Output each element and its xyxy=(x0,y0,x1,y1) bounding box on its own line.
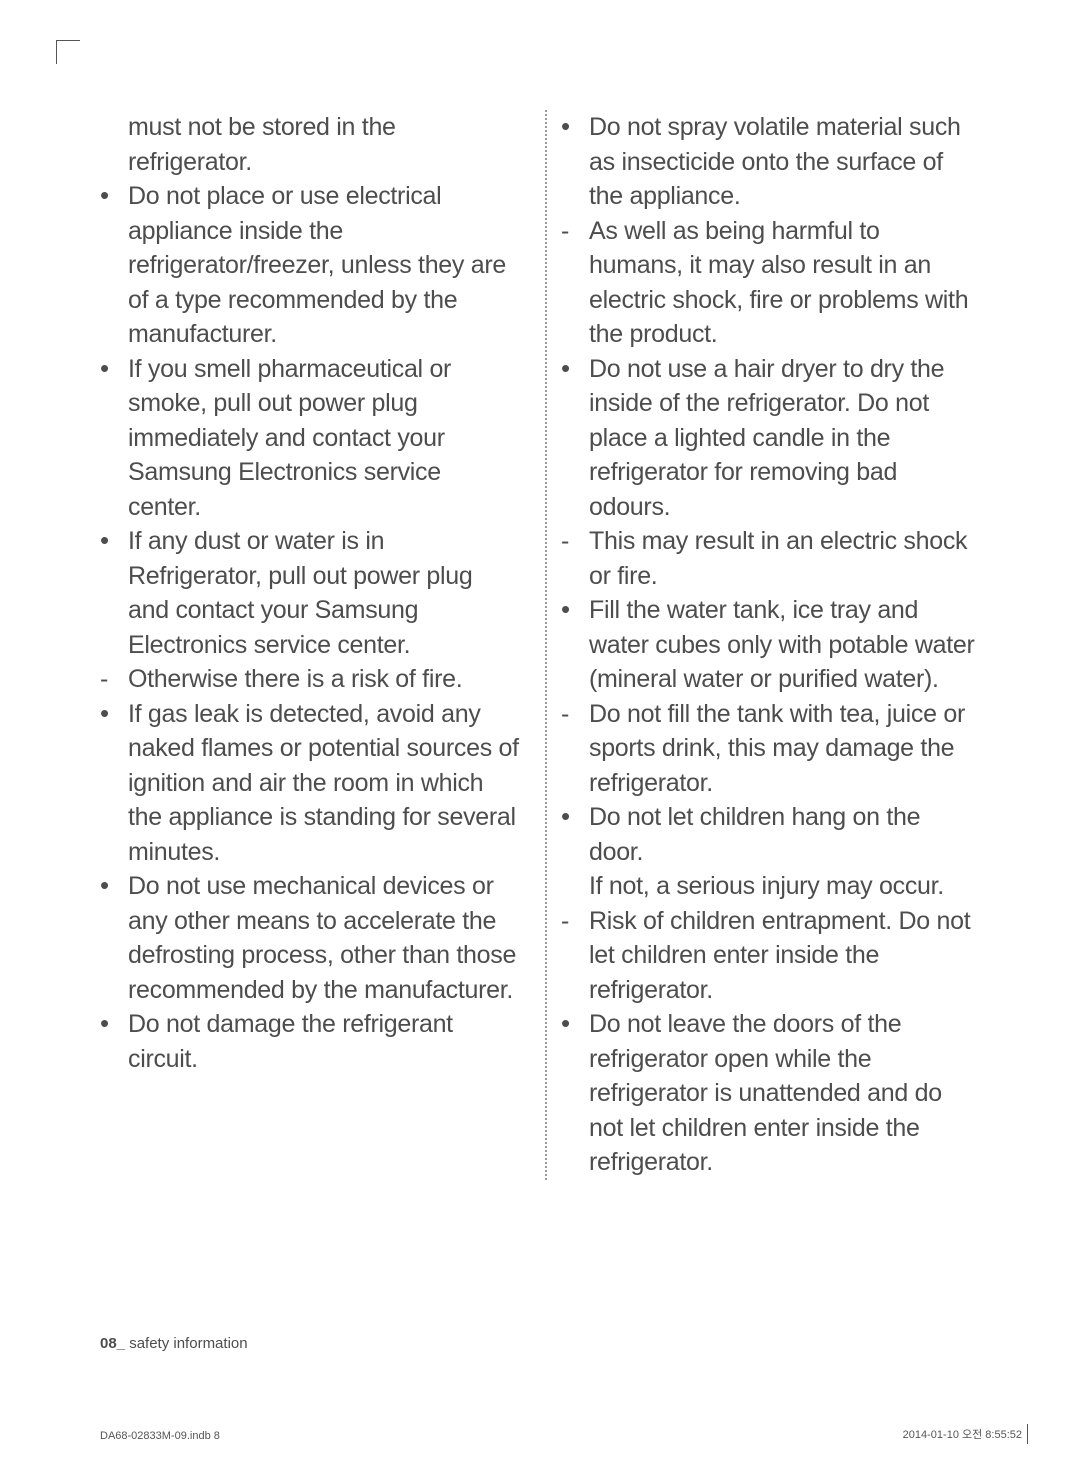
bullet-icon: • xyxy=(100,352,128,525)
bullet-icon: • xyxy=(561,1007,589,1180)
crop-mark-top-left xyxy=(56,40,80,64)
item-text: If any dust or water is in Refrigerator,… xyxy=(128,524,519,662)
item-text: Risk of children entrapment. Do not let … xyxy=(589,904,980,1008)
page-footer: 08_ safety information xyxy=(100,1335,248,1352)
dash-icon: - xyxy=(100,662,128,697)
left-column: must not be stored in the refrigerator. … xyxy=(100,110,525,1180)
dash-icon: - xyxy=(561,214,589,352)
item-text: Do not damage the refrigerant circuit. xyxy=(128,1007,519,1076)
item-text: Do not let children hang on the door. If… xyxy=(589,800,980,904)
continuation-text: must not be stored in the refrigerator. xyxy=(100,110,519,179)
item-text: Do not fill the tank with tea, juice or … xyxy=(589,697,980,801)
list-item: •Do not use mechanical devices or any ot… xyxy=(100,869,519,1007)
bullet-icon: • xyxy=(100,179,128,352)
list-item: -Do not fill the tank with tea, juice or… xyxy=(561,697,980,801)
item-text: As well as being harmful to humans, it m… xyxy=(589,214,980,352)
dash-icon: - xyxy=(561,904,589,1008)
list-item: •If you smell pharmaceutical or smoke, p… xyxy=(100,352,519,525)
footer-section: safety information xyxy=(125,1335,248,1352)
list-item: -Otherwise there is a risk of fire. xyxy=(100,662,519,697)
item-text: Do not leave the doors of the refrigerat… xyxy=(589,1007,980,1180)
page-number: 08_ xyxy=(100,1335,125,1352)
print-file-info: DA68-02833M-09.indb 8 xyxy=(100,1430,220,1442)
bullet-icon: • xyxy=(100,697,128,870)
list-item: -This may result in an electric shock or… xyxy=(561,524,980,593)
list-item: •Do not leave the doors of the refrigera… xyxy=(561,1007,980,1180)
page-content: must not be stored in the refrigerator. … xyxy=(100,110,980,1180)
list-item: •Do not let children hang on the door. I… xyxy=(561,800,980,904)
bullet-icon: • xyxy=(561,110,589,214)
bullet-icon: • xyxy=(100,1007,128,1076)
list-item: •Do not spray volatile material such as … xyxy=(561,110,980,214)
bullet-icon: • xyxy=(561,800,589,904)
print-timestamp: 2014-01-10 오전 8:55:52 xyxy=(903,1426,1022,1442)
item-text: Do not place or use electrical appliance… xyxy=(128,179,519,352)
bullet-icon: • xyxy=(561,593,589,697)
item-text: Fill the water tank, ice tray and water … xyxy=(589,593,980,697)
list-item: •Do not use a hair dryer to dry the insi… xyxy=(561,352,980,525)
item-text: If you smell pharmaceutical or smoke, pu… xyxy=(128,352,519,525)
item-text: This may result in an electric shock or … xyxy=(589,524,980,593)
list-item: -Risk of children entrapment. Do not let… xyxy=(561,904,980,1008)
list-item: -As well as being harmful to humans, it … xyxy=(561,214,980,352)
item-text: Do not use a hair dryer to dry the insid… xyxy=(589,352,980,525)
item-text: Do not use mechanical devices or any oth… xyxy=(128,869,519,1007)
crop-tick-bottom-right xyxy=(1027,1424,1028,1444)
bullet-icon: • xyxy=(100,524,128,662)
list-item: •Do not damage the refrigerant circuit. xyxy=(100,1007,519,1076)
list-item: •If gas leak is detected, avoid any nake… xyxy=(100,697,519,870)
bullet-icon: • xyxy=(100,869,128,1007)
item-text: If gas leak is detected, avoid any naked… xyxy=(128,697,519,870)
left-list: •Do not place or use electrical applianc… xyxy=(100,179,519,1076)
right-column: •Do not spray volatile material such as … xyxy=(545,110,980,1180)
right-list: •Do not spray volatile material such as … xyxy=(561,110,980,1180)
dash-icon: - xyxy=(561,524,589,593)
list-item: •Fill the water tank, ice tray and water… xyxy=(561,593,980,697)
bullet-icon: • xyxy=(561,352,589,525)
dash-icon: - xyxy=(561,697,589,801)
list-item: •Do not place or use electrical applianc… xyxy=(100,179,519,352)
list-item: •If any dust or water is in Refrigerator… xyxy=(100,524,519,662)
item-text: Otherwise there is a risk of fire. xyxy=(128,662,519,697)
item-text: Do not spray volatile material such as i… xyxy=(589,110,980,214)
